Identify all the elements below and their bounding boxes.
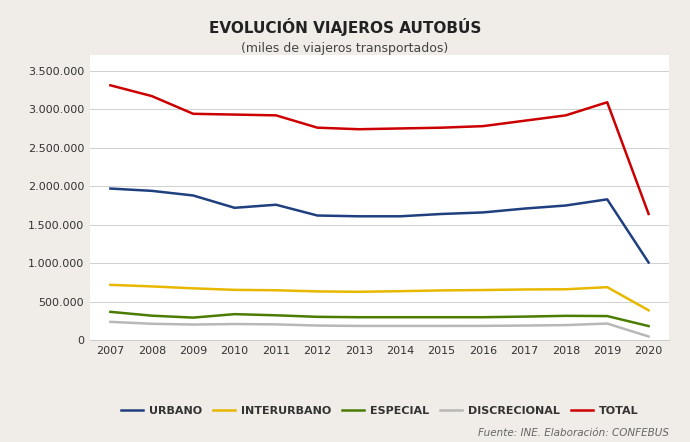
ESPECIAL: [230, 312, 239, 317]
URBANO: [272, 202, 280, 207]
Line: ESPECIAL: ESPECIAL: [110, 312, 649, 326]
DISCRECIONAL: [479, 323, 487, 328]
Line: INTERURBANO: INTERURBANO: [110, 285, 649, 310]
Text: (miles de viajeros transportados): (miles de viajeros transportados): [241, 42, 448, 55]
TOTAL: [313, 125, 322, 130]
Line: TOTAL: TOTAL: [110, 85, 649, 214]
DISCRECIONAL: [437, 323, 446, 328]
TOTAL: [644, 211, 653, 217]
INTERURBANO: [479, 287, 487, 293]
URBANO: [520, 206, 529, 211]
Line: DISCRECIONAL: DISCRECIONAL: [110, 322, 649, 336]
DISCRECIONAL: [313, 323, 322, 328]
INTERURBANO: [106, 282, 115, 287]
ESPECIAL: [603, 313, 611, 319]
INTERURBANO: [272, 288, 280, 293]
DISCRECIONAL: [396, 323, 404, 328]
TOTAL: [106, 83, 115, 88]
INTERURBANO: [148, 284, 156, 289]
INTERURBANO: [603, 285, 611, 290]
DISCRECIONAL: [355, 323, 363, 328]
TOTAL: [230, 112, 239, 117]
INTERURBANO: [437, 288, 446, 293]
URBANO: [479, 210, 487, 215]
TOTAL: [272, 113, 280, 118]
TOTAL: [603, 99, 611, 105]
URBANO: [562, 203, 570, 208]
DISCRECIONAL: [189, 322, 197, 327]
URBANO: [437, 211, 446, 217]
DISCRECIONAL: [520, 323, 529, 328]
INTERURBANO: [520, 287, 529, 292]
ESPECIAL: [479, 315, 487, 320]
TOTAL: [479, 123, 487, 129]
URBANO: [106, 186, 115, 191]
URBANO: [230, 205, 239, 210]
Text: EVOLUCIÓN VIAJEROS AUTOBÚS: EVOLUCIÓN VIAJEROS AUTOBÚS: [209, 18, 481, 36]
DISCRECIONAL: [272, 322, 280, 327]
INTERURBANO: [355, 289, 363, 294]
ESPECIAL: [520, 314, 529, 319]
TOTAL: [355, 126, 363, 132]
URBANO: [396, 213, 404, 219]
INTERURBANO: [313, 289, 322, 294]
DISCRECIONAL: [562, 322, 570, 328]
URBANO: [644, 260, 653, 265]
URBANO: [313, 213, 322, 218]
Text: Fuente: INE. Elaboración: CONFEBUS: Fuente: INE. Elaboración: CONFEBUS: [478, 427, 669, 438]
INTERURBANO: [230, 287, 239, 293]
ESPECIAL: [644, 324, 653, 329]
URBANO: [603, 197, 611, 202]
ESPECIAL: [313, 314, 322, 320]
Legend: URBANO, INTERURBANO, ESPECIAL, DISCRECIONAL, TOTAL: URBANO, INTERURBANO, ESPECIAL, DISCRECIO…: [117, 401, 642, 420]
INTERURBANO: [396, 289, 404, 294]
ESPECIAL: [437, 315, 446, 320]
ESPECIAL: [106, 309, 115, 315]
ESPECIAL: [148, 313, 156, 318]
DISCRECIONAL: [644, 334, 653, 339]
TOTAL: [189, 111, 197, 116]
ESPECIAL: [189, 315, 197, 320]
TOTAL: [520, 118, 529, 123]
DISCRECIONAL: [230, 321, 239, 327]
ESPECIAL: [355, 315, 363, 320]
DISCRECIONAL: [148, 321, 156, 327]
TOTAL: [148, 93, 156, 99]
INTERURBANO: [562, 286, 570, 292]
TOTAL: [437, 125, 446, 130]
INTERURBANO: [189, 286, 197, 291]
ESPECIAL: [272, 312, 280, 318]
DISCRECIONAL: [603, 321, 611, 326]
TOTAL: [562, 113, 570, 118]
ESPECIAL: [562, 313, 570, 319]
URBANO: [189, 193, 197, 198]
ESPECIAL: [396, 315, 404, 320]
INTERURBANO: [644, 308, 653, 313]
Line: URBANO: URBANO: [110, 189, 649, 263]
URBANO: [148, 188, 156, 194]
URBANO: [355, 213, 363, 219]
DISCRECIONAL: [106, 319, 115, 324]
TOTAL: [396, 126, 404, 131]
